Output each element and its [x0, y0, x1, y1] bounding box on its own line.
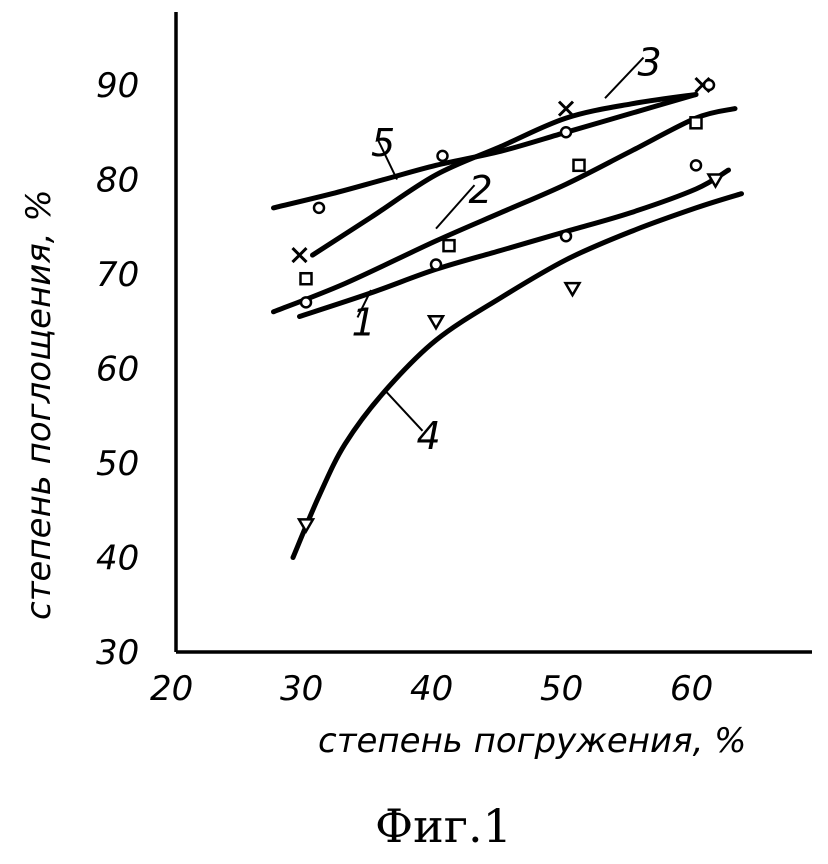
data-point-circle: [561, 231, 571, 241]
data-point-circle: [314, 203, 324, 213]
y-tick-label: 50: [96, 444, 139, 484]
data-point-circle: [561, 127, 571, 137]
curve-label-4: 4: [417, 414, 441, 458]
x-tick-label: 20: [150, 669, 193, 709]
data-point-triangle: [429, 316, 443, 328]
data-point-circle: [691, 160, 701, 170]
y-tick-label: 40: [96, 539, 139, 579]
y-tick-label: 60: [96, 350, 139, 390]
data-point-circle: [704, 80, 714, 90]
data-point-square: [574, 160, 585, 171]
curve-label-3: 3: [638, 41, 662, 85]
curve-label-1: 1: [352, 300, 376, 344]
data-point-x: [559, 102, 573, 116]
tick-labels: 20 30 40 50 60 30 40 50 60 70 80 90: [96, 66, 713, 709]
data-point-square: [444, 240, 455, 251]
data-point-square: [691, 117, 702, 128]
curve-label-5: 5: [371, 121, 395, 165]
data-point-triangle: [566, 283, 580, 295]
figure-caption: Фиг.1: [375, 799, 512, 853]
x-tick-label: 50: [540, 669, 583, 709]
x-tick-label: 40: [410, 669, 453, 709]
data-point-x: [293, 248, 307, 262]
data-point-triangle: [709, 175, 723, 187]
data-point-circle: [431, 260, 441, 270]
y-tick-label: 30: [96, 633, 139, 673]
data-point-circle: [438, 151, 448, 161]
series-line-1: [300, 170, 729, 316]
series-curves: [274, 95, 742, 558]
y-tick-label: 80: [96, 161, 139, 201]
data-point-circle: [301, 297, 311, 307]
axes: [176, 12, 812, 652]
y-axis-label: степень поглощения, %: [19, 189, 59, 620]
x-tick-label: 60: [670, 669, 713, 709]
x-tick-label: 30: [280, 669, 323, 709]
data-point-square: [301, 273, 312, 284]
curve-label-2: 2: [469, 168, 493, 212]
series-line-2: [274, 109, 736, 312]
y-tick-label: 70: [96, 255, 139, 295]
data-point-triangle: [299, 519, 313, 531]
y-tick-label: 90: [96, 66, 139, 106]
x-axis-label: степень погружения, %: [318, 721, 747, 761]
